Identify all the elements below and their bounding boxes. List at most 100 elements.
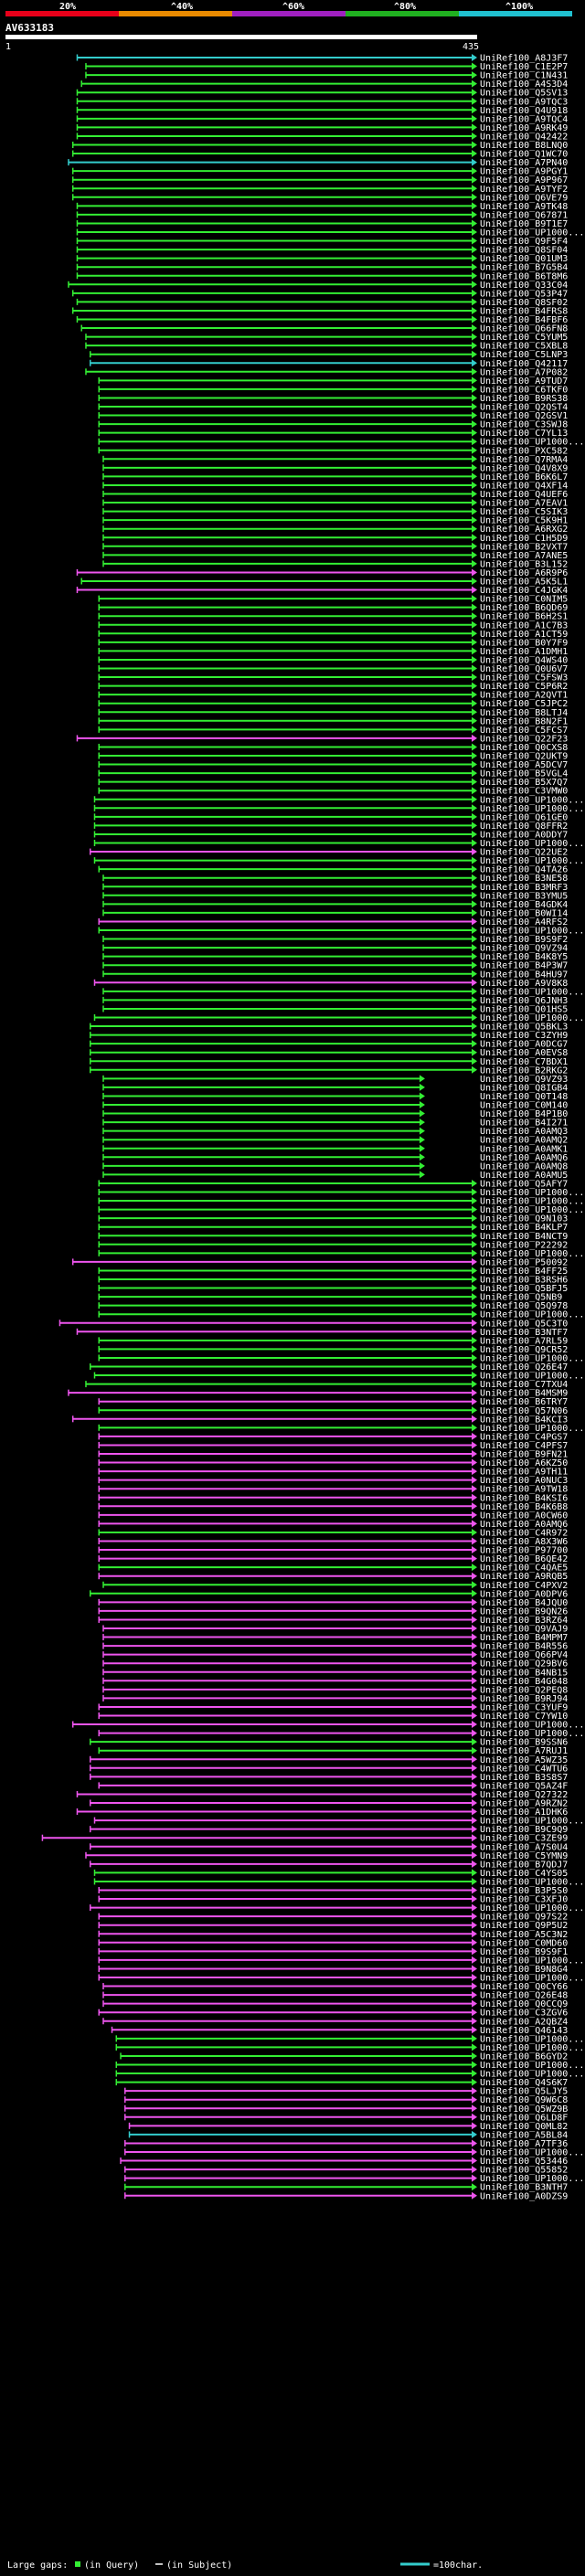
hit-label[interactable]: UniRef100_UP1000... — [480, 1817, 584, 1827]
hit-label[interactable]: UniRef100_UP1000... — [480, 2061, 584, 2071]
hit-label[interactable]: UniRef100_C5YMN9 — [480, 1851, 568, 1861]
hit-label[interactable]: UniRef100_A0EVS8 — [480, 1048, 568, 1058]
hit-label[interactable]: UniRef100_B6GYD2 — [480, 2051, 568, 2062]
hit-label[interactable]: UniRef100_Q4WS40 — [480, 655, 568, 665]
hit-label[interactable]: UniRef100_Q26E47 — [480, 1362, 568, 1373]
hit-label[interactable]: UniRef100_C4WTU6 — [480, 1764, 568, 1774]
hit-label[interactable]: UniRef100_B3RZ64 — [480, 1616, 568, 1626]
hit-label[interactable]: UniRef100_Q9N103 — [480, 1214, 568, 1224]
hit-label[interactable]: UniRef100_B9FN21 — [480, 1450, 568, 1460]
hit-label[interactable]: UniRef100_Q01HS5 — [480, 1004, 568, 1014]
hit-label[interactable]: UniRef100_UP1000... — [480, 1353, 584, 1363]
hit-label[interactable]: UniRef100_Q8IGB4 — [480, 1083, 568, 1093]
hit-label[interactable]: UniRef100_UP1000... — [480, 1197, 584, 1207]
hit-label[interactable]: UniRef100_B4NCT9 — [480, 1232, 568, 1242]
hit-label[interactable]: UniRef100_UP1000... — [480, 1372, 584, 1382]
hit-label[interactable]: UniRef100_UP1000... — [480, 1721, 584, 1731]
hit-label[interactable]: UniRef100_UP1000... — [480, 856, 584, 866]
hit-label[interactable]: UniRef100_Q9VZ94 — [480, 944, 568, 954]
hit-label[interactable]: UniRef100_UP1000... — [480, 2148, 584, 2158]
hit-label[interactable]: UniRef100_UP1000... — [480, 1877, 584, 1887]
hit-label[interactable]: UniRef100_UP1000... — [480, 795, 584, 805]
hit-label[interactable]: UniRef100_UP1000... — [480, 804, 584, 814]
hit-label[interactable]: UniRef100_Q66FN8 — [480, 324, 568, 334]
hit-label[interactable]: UniRef100_Q67871 — [480, 210, 568, 220]
hit-label[interactable]: UniRef100_A5WZ35 — [480, 1755, 568, 1765]
hit-label[interactable]: UniRef100_B4GDK4 — [480, 900, 568, 910]
hit-label[interactable]: UniRef100_Q8SF04 — [480, 246, 568, 256]
hit-label[interactable]: UniRef100_B6H2S1 — [480, 612, 568, 622]
hit-label[interactable]: UniRef100_B9RS38 — [480, 394, 568, 404]
hit-label[interactable]: UniRef100_B4FRS8 — [480, 306, 568, 316]
hit-label[interactable]: UniRef100_A4S3D4 — [480, 80, 568, 90]
hit-label[interactable]: UniRef100_B4MPM7 — [480, 1633, 568, 1643]
hit-label[interactable]: UniRef100_B4HU97 — [480, 970, 568, 980]
hit-label[interactable]: UniRef100_C1H5D9 — [480, 534, 568, 544]
hit-label[interactable]: UniRef100_B4JQU0 — [480, 1598, 568, 1608]
hit-label[interactable]: UniRef100_Q2UKT9 — [480, 752, 568, 762]
hit-label[interactable]: UniRef100_Q5SV13 — [480, 89, 568, 99]
hit-label[interactable]: UniRef100_C3YUF9 — [480, 1702, 568, 1712]
hit-label[interactable]: UniRef100_B4KLP7 — [480, 1223, 568, 1233]
hit-label[interactable]: UniRef100_Q7RMA4 — [480, 455, 568, 465]
hit-label[interactable]: UniRef100_A6KZ50 — [480, 1458, 568, 1468]
hit-label[interactable]: UniRef100_A1C7B3 — [480, 620, 568, 631]
hit-label[interactable]: UniRef100_B7QDJ7 — [480, 1860, 568, 1870]
hit-label[interactable]: UniRef100_A0DPV6 — [480, 1589, 568, 1599]
hit-label[interactable]: UniRef100_C5K9H1 — [480, 516, 568, 526]
hit-label[interactable]: UniRef100_B3YMU5 — [480, 891, 568, 901]
hit-label[interactable]: UniRef100_Q5Q978 — [480, 1301, 568, 1311]
hit-label[interactable]: UniRef100_A9TK48 — [480, 202, 568, 212]
hit-label[interactable]: UniRef100_B4P3W7 — [480, 961, 568, 971]
hit-label[interactable]: UniRef100_Q9CR52 — [480, 1345, 568, 1355]
hit-label[interactable]: UniRef100_A9TUD7 — [480, 376, 568, 387]
hit-label[interactable]: UniRef100_Q0ML82 — [480, 2122, 568, 2132]
hit-label[interactable]: UniRef100_B2RKG2 — [480, 1065, 568, 1076]
hit-label[interactable]: UniRef100_Q0CXS8 — [480, 743, 568, 753]
hit-label[interactable]: UniRef100_A9TH11 — [480, 1468, 568, 1478]
hit-label[interactable]: UniRef100_A2QBZ4 — [480, 2017, 568, 2027]
hit-label[interactable]: UniRef100_B4I271 — [480, 1118, 568, 1129]
hit-label[interactable]: UniRef100_Q9W6C8 — [480, 2095, 568, 2105]
hit-label[interactable]: UniRef100_B9T1E7 — [480, 219, 568, 229]
hit-label[interactable]: UniRef100_Q42117 — [480, 359, 568, 369]
hit-label[interactable]: UniRef100_A8X3W6 — [480, 1537, 568, 1547]
hit-label[interactable]: UniRef100_Q66PV4 — [480, 1650, 568, 1660]
hit-label[interactable]: UniRef100_UP1000... — [480, 1188, 584, 1198]
hit-label[interactable]: UniRef100_A9P967 — [480, 175, 568, 186]
hit-label[interactable]: UniRef100_A5C3N2 — [480, 1930, 568, 1940]
hit-label[interactable]: UniRef100_B6K6L7 — [480, 472, 568, 482]
hit-label[interactable]: UniRef100_A9TQC4 — [480, 114, 568, 124]
hit-label[interactable]: UniRef100_C3ZE99 — [480, 1834, 568, 1844]
hit-label[interactable]: UniRef100_C4PFS7 — [480, 1441, 568, 1451]
hit-label[interactable]: UniRef100_A8J3F7 — [480, 54, 568, 64]
hit-label[interactable]: UniRef100_Q5BFJ5 — [480, 1284, 568, 1294]
hit-label[interactable]: UniRef100_C5XBL8 — [480, 342, 568, 352]
hit-label[interactable]: UniRef100_B3L152 — [480, 559, 568, 569]
hit-label[interactable]: UniRef100_B4FBF6 — [480, 315, 568, 325]
hit-label[interactable]: UniRef100_Q0CY66 — [480, 1982, 568, 1992]
hit-label[interactable]: UniRef100_A1DMH1 — [480, 647, 568, 657]
hit-label[interactable]: UniRef100_Q42422 — [480, 132, 568, 142]
hit-label[interactable]: UniRef100_C0NIM5 — [480, 595, 568, 605]
hit-label[interactable]: UniRef100_A5DCV7 — [480, 760, 568, 770]
hit-label[interactable]: UniRef100_A7RUJ1 — [480, 1746, 568, 1756]
hit-label[interactable]: UniRef100_Q0T148 — [480, 1092, 568, 1102]
hit-label[interactable]: UniRef100_A0CW60 — [480, 1511, 568, 1521]
hit-label[interactable]: UniRef100_Q22UE2 — [480, 848, 568, 858]
hit-label[interactable]: UniRef100_C3VMW0 — [480, 787, 568, 797]
hit-label[interactable]: UniRef100_B9N8G4 — [480, 1965, 568, 1975]
hit-label[interactable]: UniRef100_Q2QST4 — [480, 403, 568, 413]
hit-label[interactable]: UniRef100_A7EAV1 — [480, 499, 568, 509]
hit-label[interactable]: UniRef100_B0Y7F9 — [480, 638, 568, 648]
hit-label[interactable]: UniRef100_C5P6R2 — [480, 682, 568, 692]
hit-label[interactable]: UniRef100_Q4XF14 — [480, 481, 568, 491]
hit-label[interactable]: UniRef100_P50092 — [480, 1257, 568, 1267]
hit-label[interactable]: UniRef100_A0DDY7 — [480, 830, 568, 840]
hit-label[interactable]: UniRef100_Q61GE0 — [480, 812, 568, 822]
hit-label[interactable]: UniRef100_B9C9Q9 — [480, 1825, 568, 1835]
hit-label[interactable]: UniRef100_Q6VE79 — [480, 193, 568, 203]
hit-label[interactable]: UniRef100_B6QE42 — [480, 1554, 568, 1564]
hit-label[interactable]: UniRef100_A9TW18 — [480, 1485, 568, 1495]
hit-label[interactable]: UniRef100_A1DHK6 — [480, 1807, 568, 1818]
